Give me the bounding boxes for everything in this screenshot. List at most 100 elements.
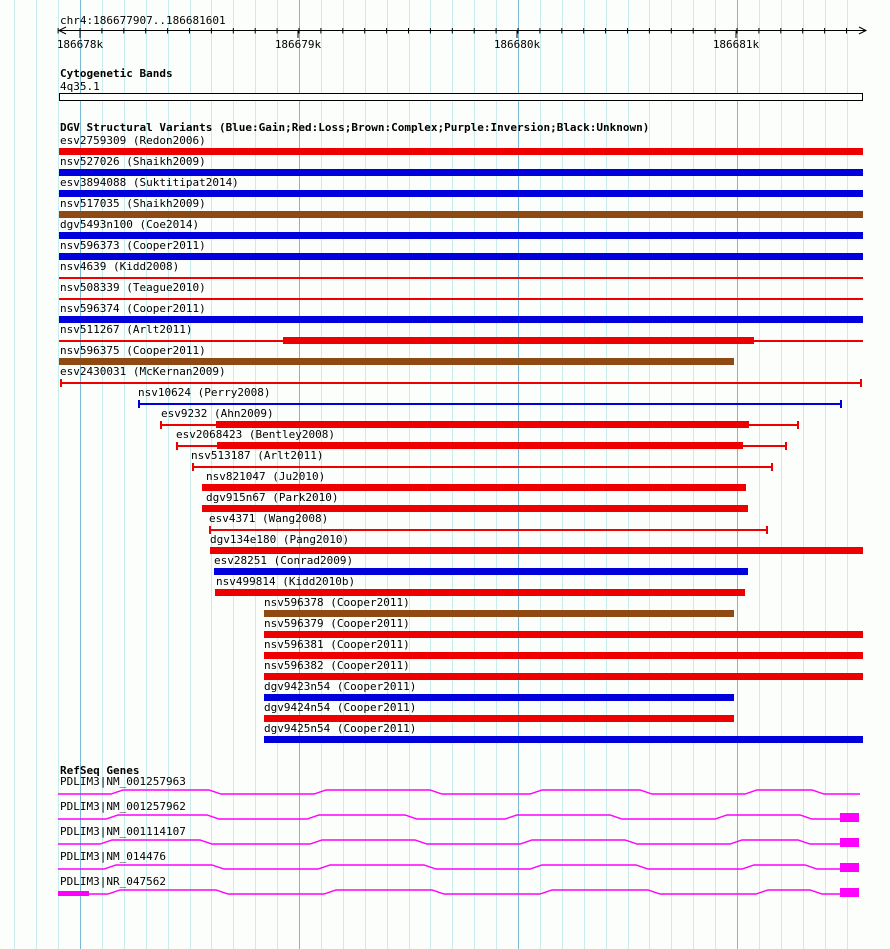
variant-label: dgv9423n54 (Cooper2011): [264, 680, 417, 693]
variant-range-line[interactable]: [193, 465, 772, 468]
gene-intron-line[interactable]: [58, 889, 840, 895]
variant-range-cap-right: [771, 462, 773, 471]
variant-label: nsv4639 (Kidd2008): [60, 260, 180, 273]
variant-label: esv3894088 (Suktitipat2014): [60, 176, 239, 189]
gridline-minor: [452, 0, 454, 949]
gridline-minor: [561, 0, 563, 949]
variant-bar[interactable]: [264, 631, 863, 638]
gene-intron-line[interactable]: [58, 839, 840, 845]
gene-structure[interactable]: [0, 835, 890, 849]
gene-label: PDLIM3|NM_001257962: [60, 800, 186, 813]
variant-range-line[interactable]: [59, 276, 863, 279]
variant-range-cap-left: [209, 525, 211, 534]
variant-bar[interactable]: [216, 421, 749, 428]
gridline-minor: [58, 0, 60, 949]
gridline-minor: [780, 0, 782, 949]
variant-range-cap-right: [797, 420, 799, 429]
gene-structure[interactable]: [0, 810, 890, 824]
exon-box[interactable]: [840, 813, 859, 822]
variant-bar[interactable]: [59, 148, 863, 155]
region-title: chr4:186677907..186681601: [60, 14, 226, 27]
variant-label: dgv915n67 (Park2010): [206, 491, 339, 504]
ruler-tick-label: 186681k: [712, 38, 760, 51]
variant-bar[interactable]: [264, 610, 734, 617]
ruler-tick-label: 186680k: [493, 38, 541, 51]
variant-bar[interactable]: [202, 484, 746, 491]
track-header-refseq: RefSeq Genes: [60, 764, 140, 777]
variant-range-line[interactable]: [59, 297, 863, 300]
variant-label: nsv10624 (Perry2008): [138, 386, 271, 399]
variant-bar[interactable]: [59, 358, 734, 365]
exon-box[interactable]: [840, 888, 859, 897]
exon-box[interactable]: [58, 891, 89, 896]
gene-structure[interactable]: [0, 860, 890, 874]
variant-bar[interactable]: [59, 316, 863, 323]
variant-range-cap-right: [766, 525, 768, 534]
variant-range-cap-left: [192, 462, 194, 471]
cytoband-box[interactable]: [59, 93, 863, 101]
gridline-minor: [758, 0, 760, 949]
variant-label: nsv596375 (Cooper2011): [60, 344, 206, 357]
variant-bar[interactable]: [264, 673, 863, 680]
variant-label: esv4371 (Wang2008): [209, 512, 329, 525]
variant-bar[interactable]: [59, 253, 863, 260]
exon-box[interactable]: [840, 863, 859, 872]
exon-box[interactable]: [840, 838, 859, 847]
variant-bar[interactable]: [264, 694, 734, 701]
gridline-minor: [605, 0, 607, 949]
variant-bar[interactable]: [59, 232, 863, 239]
variant-bar[interactable]: [202, 505, 748, 512]
gridline-minor: [14, 0, 16, 949]
gridline-minor: [539, 0, 541, 949]
gridline-minor: [846, 0, 848, 949]
variant-bar[interactable]: [264, 652, 863, 659]
gridline-major: [737, 0, 738, 949]
gene-intron-line[interactable]: [58, 789, 860, 795]
gridline-minor: [408, 0, 410, 949]
variant-label: dgv5493n100 (Coe2014): [60, 218, 200, 231]
variant-label: nsv596373 (Cooper2011): [60, 239, 206, 252]
variant-label: esv9232 (Ahn2009): [161, 407, 274, 420]
variant-bar[interactable]: [264, 715, 734, 722]
variant-label: dgv134e180 (Pang2010): [210, 533, 350, 546]
gene-intron-line[interactable]: [58, 814, 840, 820]
gene-intron-line[interactable]: [58, 864, 840, 870]
variant-label: nsv527026 (Shaikh2009): [60, 155, 206, 168]
variant-range-line[interactable]: [61, 381, 861, 384]
ruler-axis: [57, 26, 868, 38]
variant-label: esv2759309 (Redon2006): [60, 134, 206, 147]
gridline-major: [518, 0, 519, 949]
variant-range-cap-right: [785, 441, 787, 450]
variant-bar[interactable]: [59, 190, 863, 197]
variant-bar[interactable]: [283, 337, 754, 344]
variant-bar[interactable]: [59, 211, 863, 218]
gridline-minor: [583, 0, 585, 949]
gene-structure[interactable]: [0, 785, 890, 799]
coordinate-ruler: [57, 26, 868, 38]
gridline-minor: [496, 0, 498, 949]
variant-label: nsv596381 (Cooper2011): [264, 638, 410, 651]
variant-bar[interactable]: [264, 736, 863, 743]
variant-range-cap-left: [176, 441, 178, 450]
gridline-minor: [342, 0, 344, 949]
gene-label: PDLIM3|NM_001114107: [60, 825, 186, 838]
variant-label: nsv596378 (Cooper2011): [264, 596, 410, 609]
variant-label: nsv499814 (Kidd2010b): [216, 575, 356, 588]
variant-bar[interactable]: [59, 169, 863, 176]
variant-bar[interactable]: [217, 442, 743, 449]
variant-range-line[interactable]: [139, 402, 841, 405]
gridline-minor: [693, 0, 695, 949]
variant-bar[interactable]: [214, 568, 748, 575]
gridline-minor: [364, 0, 366, 949]
variant-label: dgv9424n54 (Cooper2011): [264, 701, 417, 714]
variant-range-line[interactable]: [210, 528, 767, 531]
variant-label: nsv517035 (Shaikh2009): [60, 197, 206, 210]
variant-bar[interactable]: [210, 547, 863, 554]
variant-bar[interactable]: [215, 589, 745, 596]
track-header-dgv: DGV Structural Variants (Blue:Gain;Red:L…: [60, 121, 650, 134]
gridline-minor: [671, 0, 673, 949]
gene-structure[interactable]: [0, 885, 890, 899]
gridline-minor: [36, 0, 38, 949]
gridline-minor: [474, 0, 476, 949]
